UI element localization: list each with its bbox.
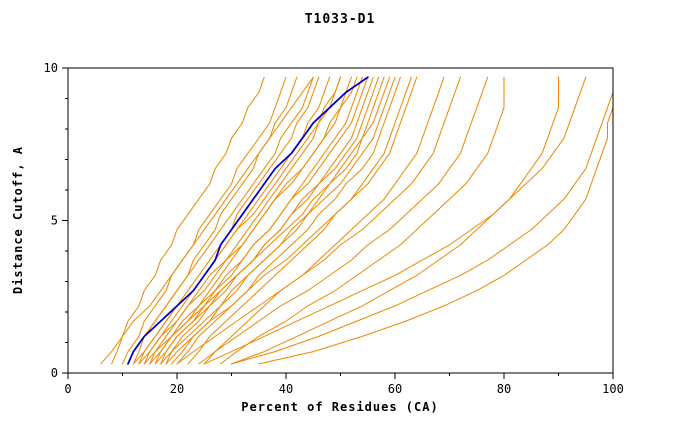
x-tick-label: 40 [279, 382, 293, 396]
chart-title: T1033-D1 [304, 12, 376, 27]
x-tick-label: 80 [497, 382, 511, 396]
y-tick-label: 5 [51, 214, 58, 228]
model-series-line [176, 76, 461, 365]
model-series-line [100, 76, 314, 365]
x-tick-label: 60 [388, 382, 402, 396]
highlight-series-line [127, 76, 369, 365]
model-series-line [138, 76, 358, 365]
model-series-line [132, 76, 341, 365]
model-series-line [203, 76, 587, 365]
model-series-line [149, 76, 369, 365]
model-series-line [258, 76, 614, 365]
model-series-line [231, 76, 559, 365]
model-series-line [122, 76, 287, 365]
model-series-line [127, 76, 314, 365]
x-axis-label: Percent of Residues (CA) [241, 400, 439, 414]
x-tick-label: 0 [64, 382, 71, 396]
model-series-line [160, 76, 396, 365]
model-series-line [111, 76, 265, 365]
model-series-line [176, 76, 401, 365]
y-tick-label: 0 [51, 366, 58, 380]
model-series-line [220, 76, 505, 365]
y-tick-label: 10 [44, 61, 58, 75]
model-series-line [203, 76, 445, 365]
model-series-line [154, 76, 380, 365]
model-series-line [198, 76, 489, 365]
model-series-line [165, 76, 374, 365]
model-series-line [149, 76, 341, 365]
model-series-line [165, 76, 418, 365]
model-series-line [143, 76, 385, 365]
x-tick-label: 100 [602, 382, 624, 396]
model-series-line [171, 76, 391, 365]
model-series-line [154, 76, 352, 365]
model-series-line [231, 76, 614, 365]
model-series-line [143, 76, 331, 365]
model-series-line [187, 76, 412, 365]
x-tick-label: 20 [170, 382, 184, 396]
